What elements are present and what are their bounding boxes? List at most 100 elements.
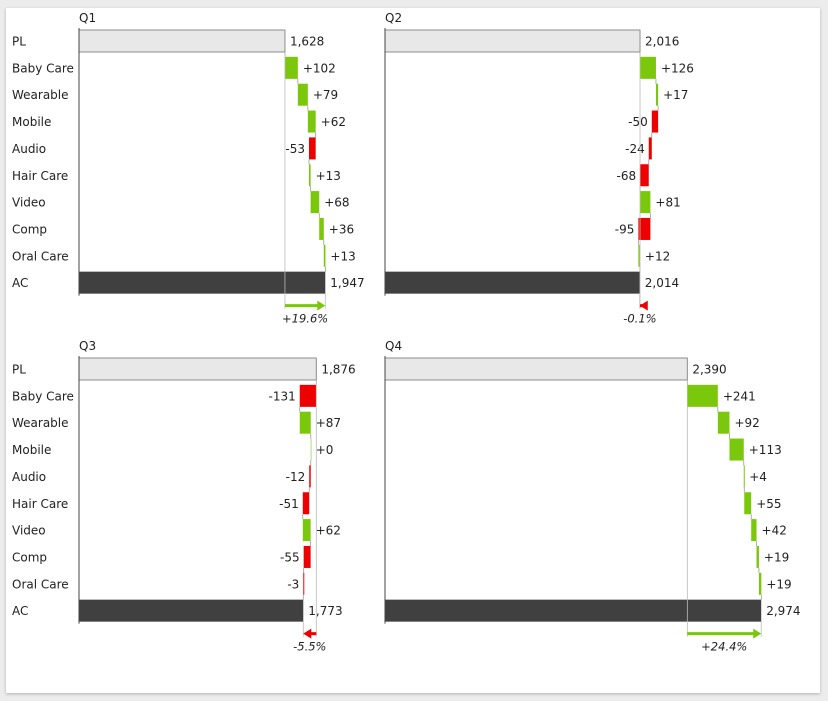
panel-title: Q1 xyxy=(79,11,96,25)
panel-title: Q4 xyxy=(385,339,402,353)
category-label: Comp xyxy=(12,550,47,564)
change-arrow-head xyxy=(317,300,326,311)
category-label: Oral Care xyxy=(12,577,69,591)
bar-delta xyxy=(744,492,752,515)
category-label: Baby Care xyxy=(12,61,74,75)
data-label: 2,014 xyxy=(645,276,679,290)
bar-pl xyxy=(78,29,286,53)
category-label: AC xyxy=(12,604,28,618)
bar-delta xyxy=(297,83,308,106)
data-label: +19 xyxy=(766,577,791,591)
bar-delta xyxy=(640,56,656,79)
bar-delta xyxy=(717,411,730,434)
waterfall-panel-q4: Q4 2,390 +241 +92 +113 +4 +55 +42 +19 +19 2,974 +24… xyxy=(384,339,801,654)
waterfall-chart-grid: Q1 PL Baby Care Wearable Mobile Audio Hair Car… xyxy=(12,11,801,654)
data-label: -55 xyxy=(280,550,300,564)
data-label: +79 xyxy=(313,88,338,102)
data-label: +13 xyxy=(330,249,355,263)
bar-delta xyxy=(302,519,311,542)
panel-title: Q2 xyxy=(385,11,402,25)
bar-delta xyxy=(323,244,326,267)
data-label: -24 xyxy=(625,142,645,156)
bar-delta xyxy=(751,519,757,542)
data-label: +36 xyxy=(329,222,354,236)
category-label: PL xyxy=(12,35,26,49)
bar-delta xyxy=(303,545,311,568)
bar-delta xyxy=(687,384,718,407)
bar-delta xyxy=(758,572,762,595)
change-arrow-head xyxy=(753,628,762,639)
bar-pl xyxy=(78,357,317,381)
waterfall-panel-q1: Q1 PL Baby Care Wearable Mobile Audio Hair Car… xyxy=(12,11,365,326)
bar-delta xyxy=(655,83,659,106)
category-label: Baby Care xyxy=(12,389,74,403)
bar-delta xyxy=(756,545,759,568)
change-percent-label: -5.5% xyxy=(293,640,326,654)
bar-delta xyxy=(648,137,652,160)
change-arrow-head xyxy=(303,628,312,639)
data-label: +62 xyxy=(316,524,341,538)
category-label: AC xyxy=(12,276,28,290)
change-percent-label: +19.6% xyxy=(282,312,328,326)
bar-delta xyxy=(310,191,320,214)
data-label: +0 xyxy=(316,443,334,457)
data-label: +42 xyxy=(762,524,787,538)
data-label: -53 xyxy=(285,142,305,156)
category-label: Mobile xyxy=(12,443,51,457)
data-label: 1,628 xyxy=(290,35,324,49)
chart-card: Q1 PL Baby Care Wearable Mobile Audio Hair Car… xyxy=(6,8,820,693)
category-label: Hair Care xyxy=(12,169,68,183)
bar-delta xyxy=(638,244,640,267)
category-label: Wearable xyxy=(12,88,69,102)
category-label: Comp xyxy=(12,222,47,236)
data-label: -131 xyxy=(269,389,296,403)
category-label: Audio xyxy=(12,470,46,484)
change-percent-label: -0.1% xyxy=(623,312,656,326)
data-label: -50 xyxy=(628,115,648,129)
data-label: -3 xyxy=(287,577,299,591)
bar-delta xyxy=(299,411,311,434)
category-label: Mobile xyxy=(12,115,51,129)
bar-delta xyxy=(309,465,311,488)
data-label: +126 xyxy=(661,61,694,75)
category-label: Video xyxy=(12,524,46,538)
bar-delta xyxy=(640,191,651,214)
bar-ac xyxy=(79,599,304,622)
category-label: Oral Care xyxy=(12,249,69,263)
category-label: Hair Care xyxy=(12,497,68,511)
data-label: +87 xyxy=(316,416,341,430)
data-label: -95 xyxy=(615,222,635,236)
data-label: 2,390 xyxy=(692,363,726,377)
bar-ac xyxy=(79,271,326,294)
data-label: 1,876 xyxy=(321,363,355,377)
category-label: Audio xyxy=(12,142,46,156)
bar-ac xyxy=(385,599,762,622)
bar-delta xyxy=(308,137,316,160)
bar-delta xyxy=(729,438,744,461)
data-label: +68 xyxy=(324,196,349,210)
data-label: +62 xyxy=(321,115,346,129)
data-label: +102 xyxy=(303,61,336,75)
data-label: +12 xyxy=(645,249,670,263)
bar-delta xyxy=(307,110,316,133)
data-label: -51 xyxy=(279,497,299,511)
bar-delta xyxy=(310,438,312,461)
bar-delta xyxy=(308,164,311,187)
bar-delta xyxy=(319,217,324,240)
bar-delta xyxy=(640,164,649,187)
data-label: +113 xyxy=(749,443,782,457)
data-label: +17 xyxy=(663,88,688,102)
bar-delta xyxy=(302,492,310,515)
data-label: 1,947 xyxy=(330,276,364,290)
bar-pl xyxy=(384,29,641,53)
bar-delta xyxy=(284,56,298,79)
data-label: +13 xyxy=(316,169,341,183)
data-label: 1,773 xyxy=(308,604,342,618)
category-label: PL xyxy=(12,363,26,377)
bar-delta xyxy=(651,110,659,133)
bar-pl xyxy=(384,357,688,381)
data-label: +241 xyxy=(723,389,756,403)
data-label: +55 xyxy=(756,497,781,511)
data-label: +4 xyxy=(749,470,767,484)
category-label: Video xyxy=(12,196,46,210)
